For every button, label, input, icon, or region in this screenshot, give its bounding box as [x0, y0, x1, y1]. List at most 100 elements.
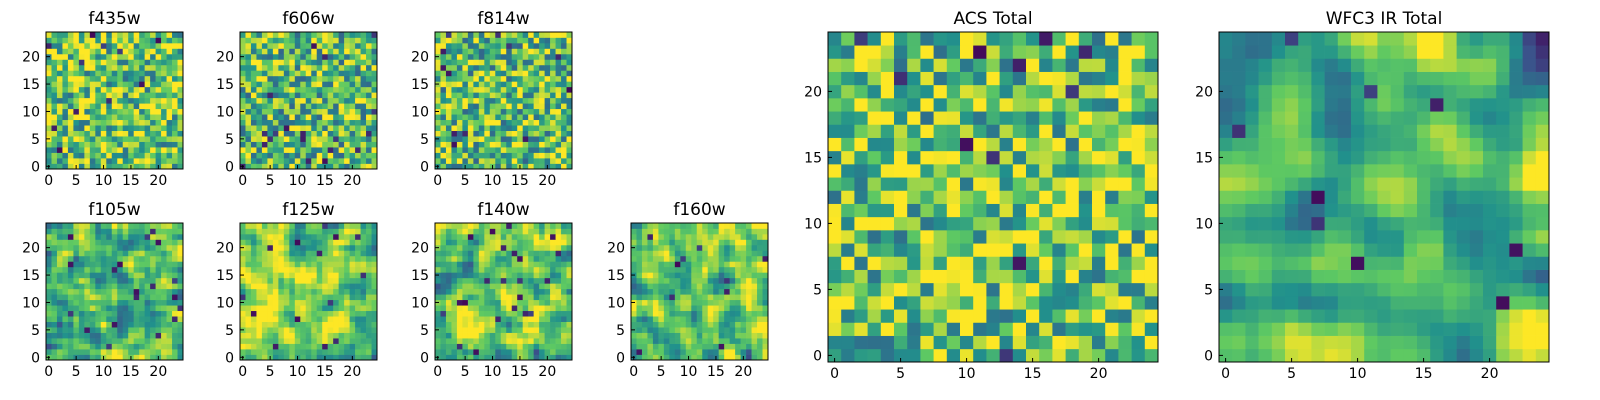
heatmap-cell	[371, 37, 378, 44]
heatmap-cell	[272, 32, 279, 38]
heatmap-cell	[550, 64, 556, 71]
heatmap-cell	[46, 305, 52, 312]
heatmap-cell	[1131, 335, 1146, 350]
heatmap-cell	[641, 255, 648, 262]
heatmap-cell	[283, 338, 290, 344]
heatmap-cell	[467, 147, 474, 153]
heatmap-cell	[1065, 269, 1080, 284]
heatmap-cell	[256, 255, 263, 262]
heatmap-cell	[920, 296, 934, 310]
heatmap-cell	[751, 228, 758, 235]
heatmap-cell	[117, 163, 124, 170]
heatmap-cell	[757, 310, 763, 317]
heatmap-cell	[73, 64, 80, 71]
heatmap-cell	[106, 81, 113, 88]
heatmap-cell	[757, 244, 763, 251]
heatmap-cell	[122, 64, 129, 71]
heatmap-cell	[117, 299, 124, 306]
heatmap-cell	[451, 277, 458, 284]
heatmap-cell	[84, 70, 91, 77]
heatmap-cell	[111, 108, 118, 115]
heatmap-cell	[322, 59, 329, 66]
x-tick-label: 0	[433, 173, 442, 189]
heatmap-cell	[261, 316, 268, 322]
heatmap-cell	[462, 310, 469, 317]
heatmap-cell	[360, 130, 367, 137]
heatmap-cell	[456, 327, 463, 333]
heatmap-cell	[550, 130, 556, 137]
heatmap-cell	[473, 261, 480, 268]
heatmap-cell	[289, 277, 296, 284]
heatmap-cell	[111, 332, 118, 339]
heatmap-cell	[267, 53, 274, 60]
heatmap-cells	[46, 32, 184, 170]
heatmap-cell	[371, 70, 378, 77]
heatmap-cell	[500, 310, 507, 317]
heatmap-cell	[1026, 164, 1040, 178]
heatmap-cell	[566, 125, 573, 131]
heatmap-cell	[155, 97, 162, 104]
heatmap-cell	[841, 177, 855, 191]
heatmap-cell	[172, 277, 178, 284]
heatmap-cell	[111, 42, 118, 49]
heatmap-cell	[636, 223, 643, 229]
heatmap-cell	[506, 239, 513, 246]
heatmap-cell	[1092, 282, 1106, 297]
heatmap-cell	[144, 283, 151, 290]
heatmap-cell	[283, 64, 290, 71]
heatmap-cell	[696, 305, 703, 312]
heatmap-cell	[707, 261, 714, 268]
heatmap-cell	[344, 70, 350, 77]
heatmap-cell	[495, 53, 502, 60]
heatmap-cell	[177, 250, 184, 257]
heatmap-cell	[150, 108, 156, 115]
heatmap-cell	[62, 305, 69, 312]
heatmap-cell	[517, 147, 524, 153]
heatmap-cell	[751, 294, 758, 301]
heatmap-cell	[155, 228, 162, 235]
heatmap-cell	[100, 75, 107, 82]
heatmap-cell	[316, 125, 323, 131]
heatmap-cell	[51, 103, 58, 110]
heatmap-cell	[366, 125, 372, 131]
heatmap-cell	[100, 125, 107, 131]
x-tick-label: 10	[680, 364, 698, 380]
heatmap-cell	[128, 64, 135, 71]
heatmap-cell	[95, 255, 102, 262]
heatmap-cell	[1131, 203, 1146, 218]
heatmap-cell	[495, 338, 502, 344]
heatmap-cell	[451, 239, 458, 246]
heatmap-cell	[106, 349, 113, 355]
heatmap-cell	[440, 343, 447, 350]
heatmap-cell	[305, 228, 312, 235]
heatmap-cell	[84, 332, 91, 339]
heatmap-cell	[500, 158, 507, 164]
heatmap-cell	[360, 272, 367, 279]
heatmap-cell	[316, 288, 323, 295]
heatmap-cell	[652, 327, 659, 333]
heatmap-cell	[511, 81, 518, 88]
heatmap-cell	[445, 32, 452, 38]
heatmap-cell	[489, 92, 496, 99]
heatmap-cell	[522, 239, 529, 246]
heatmap-cell	[533, 288, 540, 295]
panel-title: f140w	[477, 200, 529, 220]
heatmap-cell	[56, 277, 63, 284]
heatmap-cell	[327, 316, 334, 322]
heatmap-cell	[316, 272, 323, 279]
heatmap-cell	[355, 92, 361, 99]
heatmap-cell	[696, 294, 703, 301]
y-tick-label: 10	[216, 295, 234, 311]
heatmap-cell	[528, 75, 534, 82]
heatmap-cell	[62, 114, 69, 121]
heatmap-cell	[161, 92, 167, 99]
heatmap-cell	[78, 338, 85, 344]
heatmap-cell	[256, 75, 263, 82]
heatmap-cell	[762, 316, 769, 322]
heatmap-cell	[960, 230, 974, 244]
heatmap-cell	[62, 283, 69, 290]
heatmap-cell	[691, 310, 698, 317]
heatmap-cell	[647, 255, 654, 262]
heatmap-cell	[272, 152, 279, 159]
heatmap-cell	[495, 141, 502, 148]
